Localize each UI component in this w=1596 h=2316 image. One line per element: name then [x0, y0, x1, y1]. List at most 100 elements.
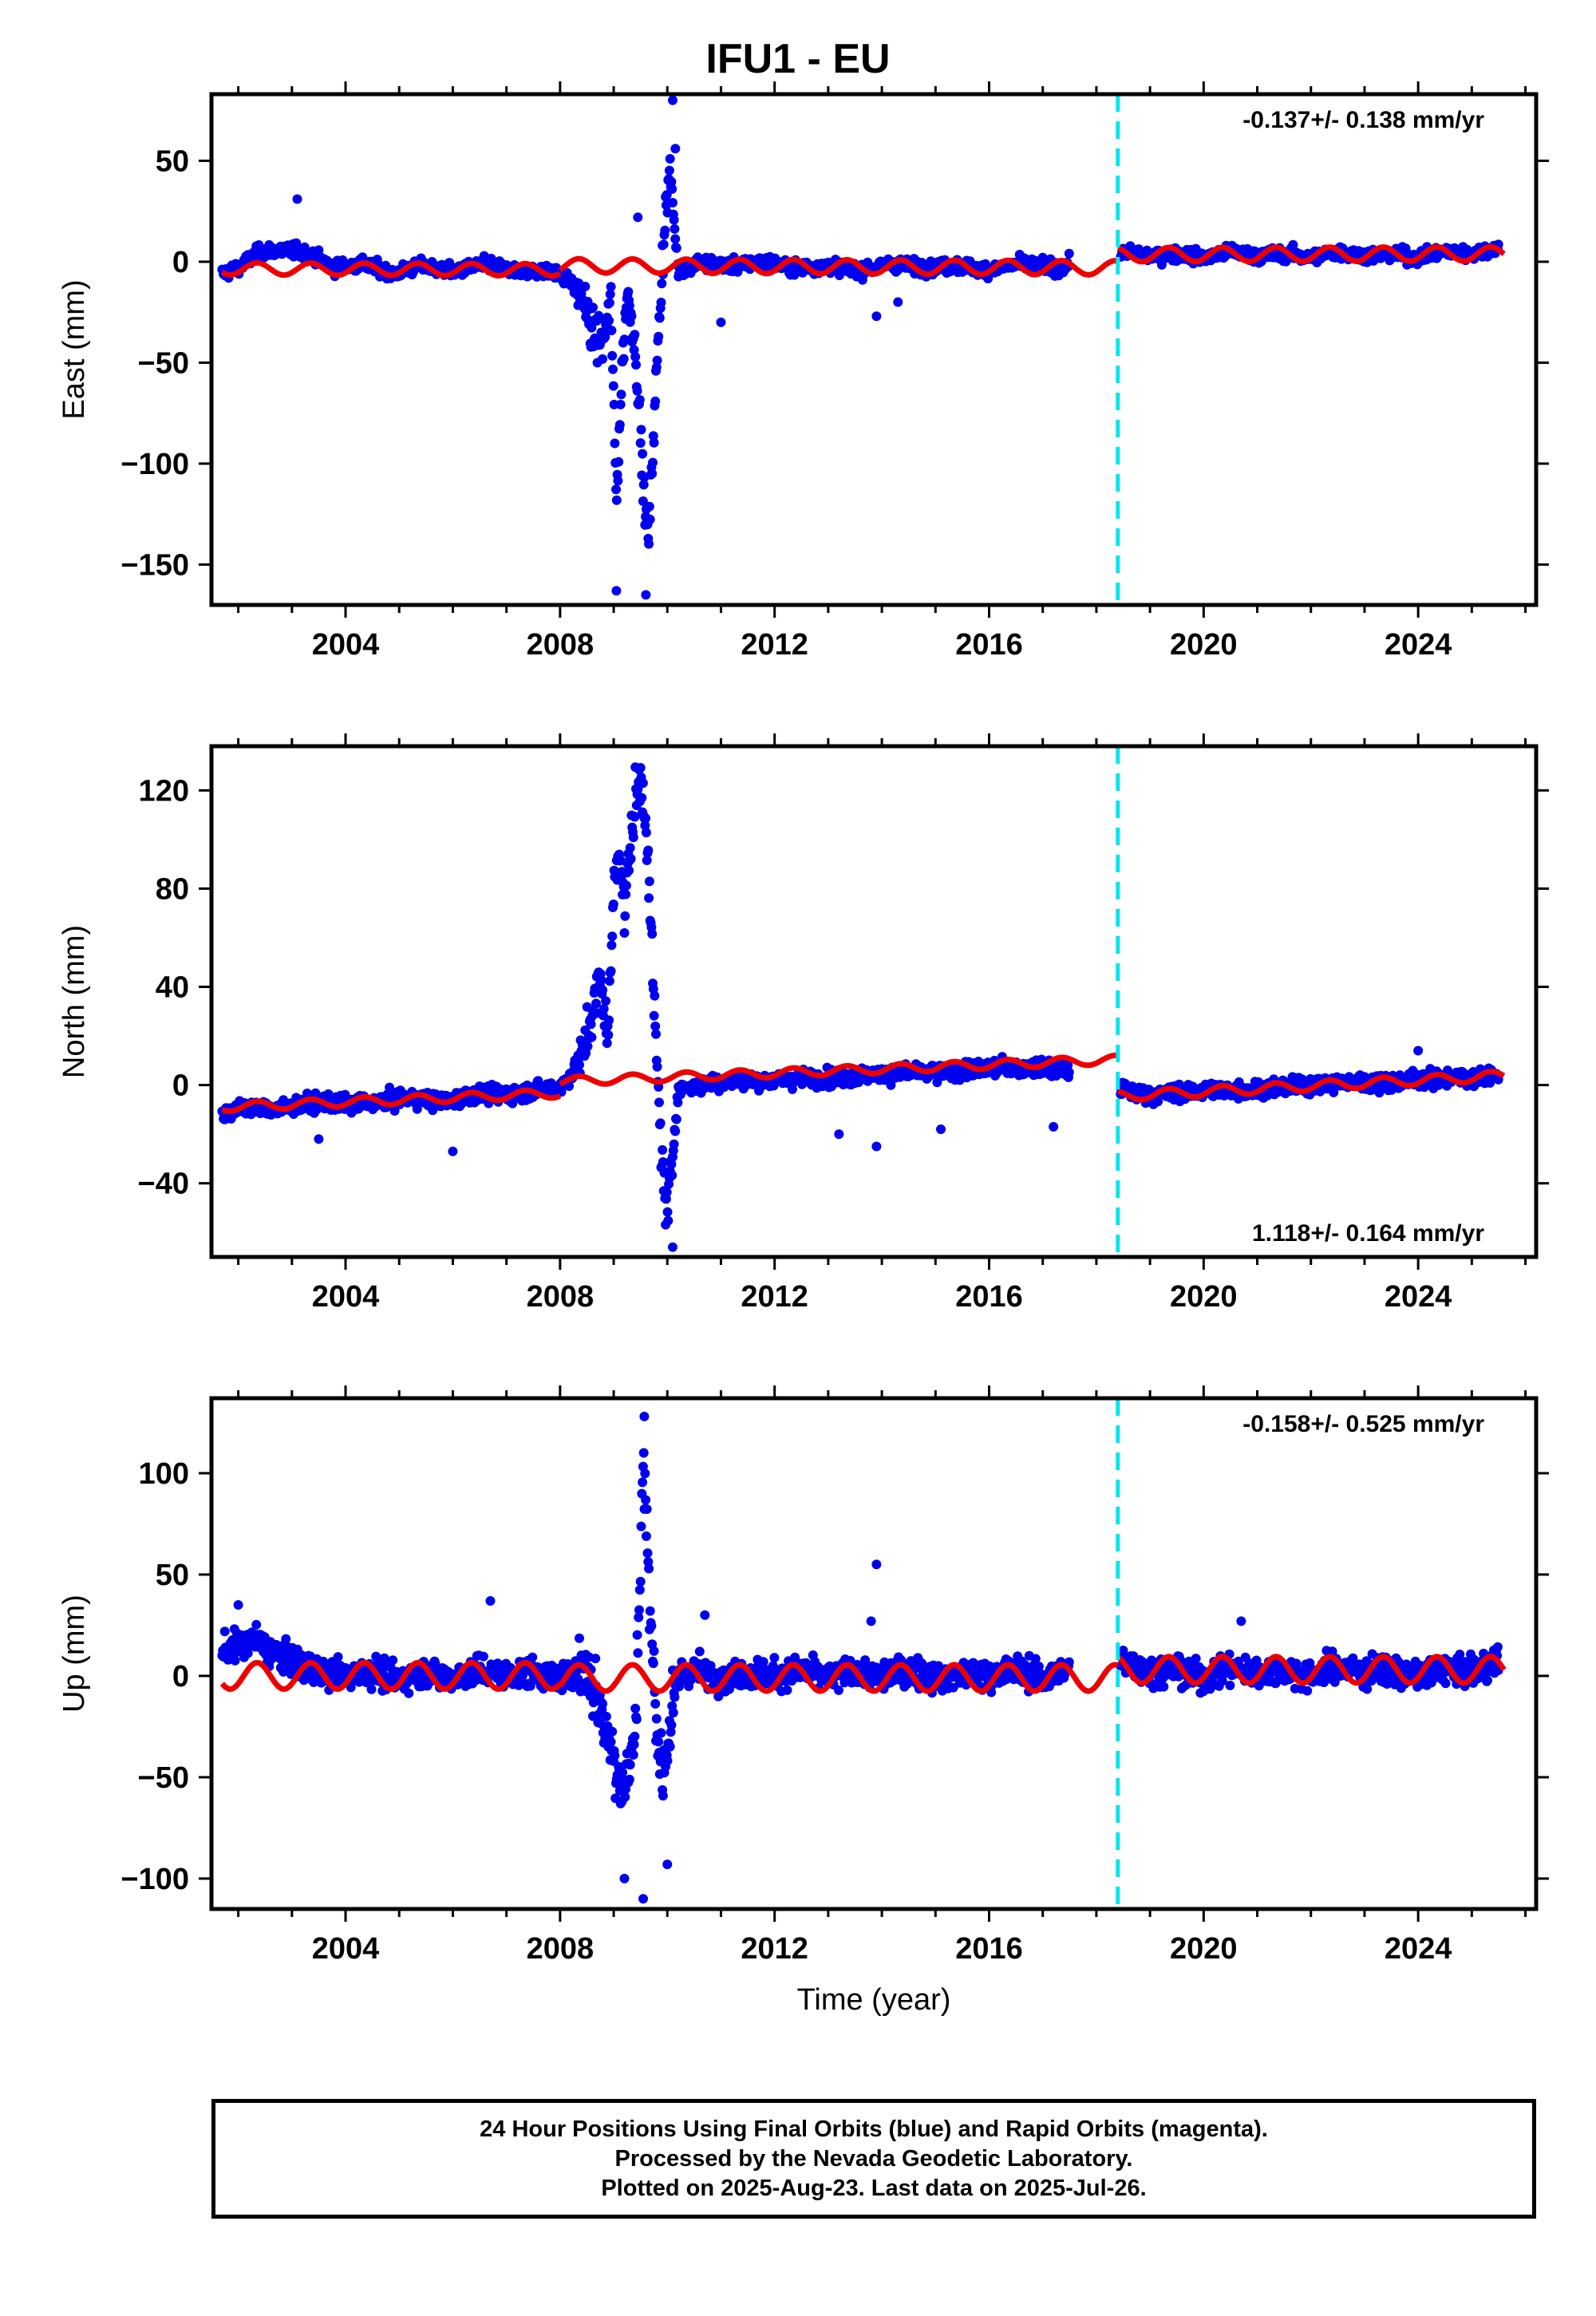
- data-point: [632, 385, 642, 396]
- data-point: [648, 457, 658, 468]
- data-point: [643, 845, 654, 856]
- data-point: [666, 1720, 677, 1730]
- data-point: [1413, 1045, 1424, 1056]
- data-point: [279, 1666, 289, 1677]
- data-point: [525, 1681, 535, 1691]
- data-point: [630, 330, 640, 340]
- data-point: [624, 301, 634, 310]
- data-point: [658, 1157, 668, 1167]
- data-point: [641, 828, 651, 838]
- data-point: [782, 1685, 792, 1695]
- data-point: [640, 820, 650, 831]
- data-point: [788, 1084, 797, 1094]
- data-point: [611, 586, 622, 596]
- data-point: [635, 438, 646, 449]
- data-point: [654, 313, 665, 323]
- data-point: [613, 476, 623, 486]
- data-point: [629, 1739, 639, 1749]
- data-point: [598, 985, 608, 995]
- data-point: [601, 996, 611, 1006]
- data-point: [644, 501, 654, 512]
- data-point: [652, 355, 662, 366]
- data-point: [667, 1170, 678, 1180]
- x-tick-label: 2016: [955, 628, 1023, 662]
- data-point: [667, 95, 678, 105]
- data-point: [651, 1713, 662, 1724]
- data-point: [527, 1652, 538, 1662]
- data-point: [604, 1015, 614, 1026]
- data-point: [619, 928, 630, 938]
- data-point: [611, 495, 622, 505]
- data-point: [607, 1726, 618, 1737]
- data-point: [649, 1010, 659, 1021]
- data-point: [649, 437, 659, 448]
- data-point: [694, 1646, 705, 1657]
- data-point: [620, 1792, 630, 1802]
- data-point: [671, 243, 681, 253]
- data-point: [647, 929, 658, 939]
- y-tick-label: 0: [172, 1069, 189, 1103]
- data-point: [616, 389, 626, 400]
- data-point: [670, 234, 681, 244]
- data-point: [638, 1477, 648, 1488]
- data-point: [641, 1495, 651, 1505]
- data-point: [658, 1791, 668, 1801]
- data-point: [580, 282, 591, 291]
- y-axis-label: North (mm): [57, 925, 91, 1078]
- data-point: [588, 302, 598, 313]
- data-point: [638, 496, 648, 506]
- data-point: [666, 176, 677, 187]
- data-point: [314, 1134, 324, 1144]
- data-point: [871, 1141, 882, 1152]
- y-tick-label: 80: [156, 872, 189, 906]
- data-point: [596, 975, 606, 986]
- data-point: [651, 1029, 661, 1039]
- data-point: [606, 940, 617, 951]
- data-point: [632, 1630, 642, 1640]
- data-point: [656, 298, 666, 307]
- plot-frame: [209, 92, 1539, 607]
- data-point: [621, 880, 631, 891]
- data-point: [292, 194, 302, 204]
- data-point: [630, 812, 640, 822]
- data-point: [660, 225, 670, 235]
- x-tick-label: 2024: [1385, 1280, 1452, 1314]
- data-point: [626, 854, 636, 864]
- data-point: [621, 889, 631, 899]
- data-point: [657, 279, 667, 289]
- data-point: [606, 282, 616, 292]
- data-point: [648, 1658, 658, 1669]
- data-point: [583, 1041, 593, 1051]
- data-point: [670, 1692, 680, 1702]
- data-point: [834, 1129, 844, 1140]
- data-point: [669, 1139, 679, 1149]
- data-point: [251, 1619, 262, 1630]
- data-point: [647, 468, 658, 479]
- data-point: [586, 1019, 596, 1030]
- data-point: [665, 1741, 675, 1752]
- data-point: [587, 322, 597, 333]
- data-point: [649, 1646, 659, 1656]
- data-point: [404, 1688, 414, 1698]
- data-point: [610, 438, 620, 449]
- data-point: [634, 1585, 645, 1595]
- y-axis-label: East (mm): [57, 279, 91, 419]
- data-point: [769, 1653, 780, 1663]
- north-panel: 2004 2008 2012 2016 2020 202412080400−40North…: [57, 733, 1549, 1314]
- data-point: [608, 899, 618, 910]
- data-point: [665, 154, 675, 164]
- data-point: [645, 1606, 655, 1616]
- data-point: [638, 1448, 649, 1458]
- x-tick-label: 2012: [741, 628, 808, 662]
- data-point: [587, 1032, 597, 1042]
- data-point: [642, 1548, 653, 1559]
- y-tick-label: 0: [172, 246, 189, 279]
- data-point: [650, 990, 660, 1001]
- data-point: [563, 1659, 573, 1669]
- data-point: [671, 1114, 681, 1124]
- data-point: [1064, 248, 1074, 259]
- data-point: [670, 1126, 681, 1136]
- chart-title: IFU1 - EU: [705, 36, 891, 82]
- y-tick-label: 40: [156, 971, 189, 1005]
